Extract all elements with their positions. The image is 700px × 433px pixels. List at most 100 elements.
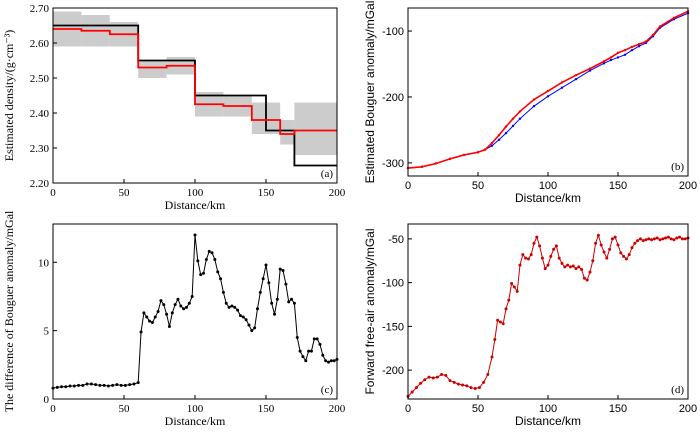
difference-point	[219, 277, 223, 281]
free-air-point	[582, 276, 586, 280]
free-air-point	[683, 237, 687, 241]
difference-point	[332, 359, 336, 363]
difference-point	[193, 233, 197, 237]
x-axis-label: Distance/km	[515, 414, 581, 428]
difference-point	[196, 259, 200, 263]
free-air-point	[655, 236, 659, 240]
estimated-anomaly-point	[630, 45, 634, 49]
difference-point	[128, 383, 132, 387]
x-tick-label: 100	[539, 180, 557, 192]
difference-point	[264, 263, 268, 267]
free-air-point	[477, 386, 481, 390]
difference-point	[250, 329, 254, 333]
free-air-point	[504, 307, 508, 311]
difference-point	[244, 318, 248, 322]
free-air-point	[566, 263, 570, 267]
observed-anomaly-point	[609, 58, 613, 62]
difference-point	[77, 383, 81, 387]
free-air-point	[596, 233, 600, 237]
y-tick-label: 10	[38, 257, 50, 269]
uncertainty-band	[294, 102, 337, 155]
free-air-point	[419, 381, 423, 385]
observed-anomaly-point	[546, 95, 550, 98]
x-tick-label: 50	[119, 403, 131, 415]
difference-line	[52, 234, 338, 389]
difference-point	[119, 383, 123, 387]
free-air-point	[610, 237, 614, 241]
x-tick-label: 150	[258, 403, 275, 415]
difference-point	[258, 290, 262, 294]
y-tick-label: 2.60	[30, 38, 50, 50]
free-air-point	[456, 382, 460, 386]
difference-point	[173, 303, 177, 307]
x-axis-label: Distance/km	[165, 414, 226, 428]
x-tick-label: 150	[609, 180, 627, 192]
free-air-point	[602, 250, 606, 254]
panel-label: (d)	[671, 384, 684, 396]
difference-point	[106, 384, 110, 388]
uncertainty-band	[280, 120, 295, 145]
difference-point	[68, 384, 72, 388]
y-tick-label: -100	[382, 278, 404, 290]
difference-point	[238, 314, 242, 318]
difference-point	[60, 385, 64, 389]
free-air-point	[571, 264, 575, 268]
free-air-point	[585, 278, 589, 282]
difference-point	[159, 299, 163, 303]
difference-point	[142, 311, 146, 315]
observed-anomaly-point	[518, 117, 522, 120]
y-tick-label: 2.50	[30, 73, 50, 85]
free-air-point	[521, 253, 525, 257]
y-tick-label: 2.40	[30, 108, 50, 120]
free-air-point	[624, 257, 628, 261]
free-air-point	[630, 246, 634, 250]
difference-point	[182, 307, 186, 311]
panel-label: (c)	[321, 384, 334, 396]
panel-d: 0 50 100 150 200 -200 -150 -100 -50 Distance/km Fo…	[363, 223, 697, 428]
observed-anomaly-point	[497, 138, 501, 141]
free-air-point	[641, 239, 645, 243]
difference-point	[145, 315, 149, 319]
free-air-point	[557, 256, 561, 260]
observed-anomaly-point	[637, 45, 641, 48]
difference-point	[255, 307, 259, 311]
difference-point	[290, 297, 294, 301]
free-air-point	[515, 289, 519, 293]
free-air-point	[633, 241, 637, 245]
estimated-anomaly-point	[623, 48, 627, 52]
difference-point	[81, 383, 85, 387]
free-air-point	[591, 259, 595, 263]
difference-point	[287, 300, 291, 304]
free-air-point	[549, 254, 553, 258]
estimated-anomaly-point	[651, 33, 655, 37]
difference-point	[273, 312, 277, 316]
free-air-point	[486, 373, 490, 376]
estimated-anomaly-point	[476, 151, 480, 154]
free-air-point	[580, 268, 584, 271]
difference-point	[221, 290, 225, 294]
estimated-anomaly-line	[407, 10, 689, 169]
free-air-point	[469, 386, 473, 390]
observed-anomaly-point	[623, 53, 627, 56]
free-air-point	[661, 237, 665, 241]
x-tick-label: 0	[405, 180, 411, 192]
free-air-point	[414, 386, 418, 390]
free-air-point	[490, 355, 494, 359]
free-air-point	[543, 267, 547, 271]
estimated-anomaly-point	[546, 89, 550, 93]
y-tick-label: -50	[388, 234, 404, 246]
difference-point	[136, 381, 140, 385]
y-tick-label: 0	[44, 394, 50, 406]
difference-point	[190, 294, 194, 298]
estimated-anomaly-point	[574, 74, 578, 77]
y-tick-label: -150	[382, 321, 404, 333]
difference-point	[278, 267, 282, 271]
y-tick-label: 2.30	[30, 143, 50, 155]
free-air-point	[448, 379, 452, 383]
uncertainty-band	[138, 60, 167, 78]
free-air-point	[605, 256, 609, 260]
difference-point	[241, 315, 245, 319]
free-air-point	[410, 390, 414, 394]
free-air-line	[407, 233, 689, 397]
observed-anomaly-point	[630, 48, 634, 52]
